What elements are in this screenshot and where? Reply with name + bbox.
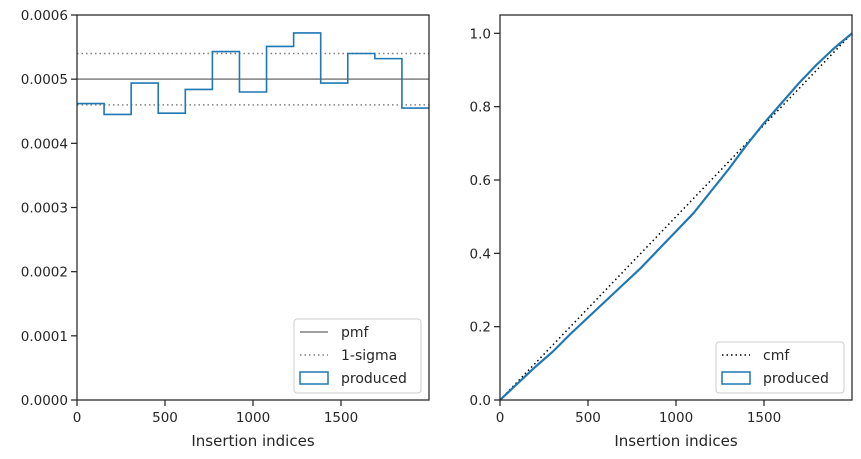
histogram-ytick-label: 0.0000 (21, 393, 68, 409)
histogram-ytick-label: 0.0002 (21, 265, 68, 281)
histogram-ytick-label: 0.0003 (21, 201, 68, 217)
histogram-xtick-label: 500 (152, 410, 178, 426)
histogram-ytick-label: 0.0001 (21, 329, 68, 345)
cumulative-produced-line (499, 32, 853, 401)
cumulative-ytick-label: 0.6 (470, 173, 491, 189)
histogram-ytick-label: 0.0005 (21, 72, 68, 88)
histogram-frame (76, 14, 430, 401)
legend-label-pmf: pmf (341, 325, 370, 341)
cumulative-cmf-line (499, 32, 853, 401)
cumulative-marks (499, 32, 853, 401)
histogram-panel: 0 500 1000 1500 0.0000 0.0001 0.0002 0.0003 0.00… (21, 8, 430, 450)
cumulative-xtick-label: 500 (575, 410, 601, 426)
legend-swatch-produced (721, 371, 751, 385)
histogram-produced-step (77, 32, 429, 116)
cumulative-frame (499, 14, 853, 401)
cumulative-panel: 0 500 1000 1500 0.0 0.2 0.4 0.6 0.8 1.0 Insertion… (470, 14, 853, 450)
histogram-xtick-label: 0 (73, 410, 82, 426)
histogram-xtick-label: 1500 (324, 410, 358, 426)
cumulative-legend: cmf produced (715, 341, 845, 394)
cumulative-xlabel: Insertion indices (614, 432, 737, 450)
cumulative-ytick-label: 1.0 (470, 26, 491, 42)
legend-label-cmf: cmf (763, 348, 790, 364)
cumulative-ytick-label: 0.8 (470, 100, 491, 116)
cumulative-xtick-label: 0 (496, 410, 505, 426)
histogram-xlabel: Insertion indices (191, 432, 314, 450)
legend-label-produced: produced (341, 371, 407, 387)
legend-box (293, 318, 422, 394)
histogram-xtick-label: 1000 (236, 410, 270, 426)
cumulative-ytick-label: 0.0 (470, 393, 491, 409)
histogram-legend: pmf 1-sigma produced (293, 318, 422, 394)
cumulative-xtick-label: 1500 (747, 410, 781, 426)
legend-swatch-produced (299, 371, 329, 385)
histogram-ytick-label: 0.0004 (21, 136, 68, 152)
histogram-marks (77, 32, 429, 116)
legend-label-1-sigma: 1-sigma (341, 348, 397, 364)
histogram-ticks: 0 500 1000 1500 0.0000 0.0001 0.0002 0.0003 0.00… (21, 8, 358, 426)
legend-label-produced: produced (763, 371, 829, 387)
cumulative-ytick-label: 0.2 (470, 320, 491, 336)
cumulative-ytick-label: 0.4 (470, 246, 491, 262)
cumulative-ticks: 0 500 1000 1500 0.0 0.2 0.4 0.6 0.8 1.0 (470, 26, 782, 426)
legend-box (715, 341, 845, 394)
cumulative-xtick-label: 1000 (659, 410, 693, 426)
histogram-ytick-label: 0.0006 (21, 8, 68, 24)
